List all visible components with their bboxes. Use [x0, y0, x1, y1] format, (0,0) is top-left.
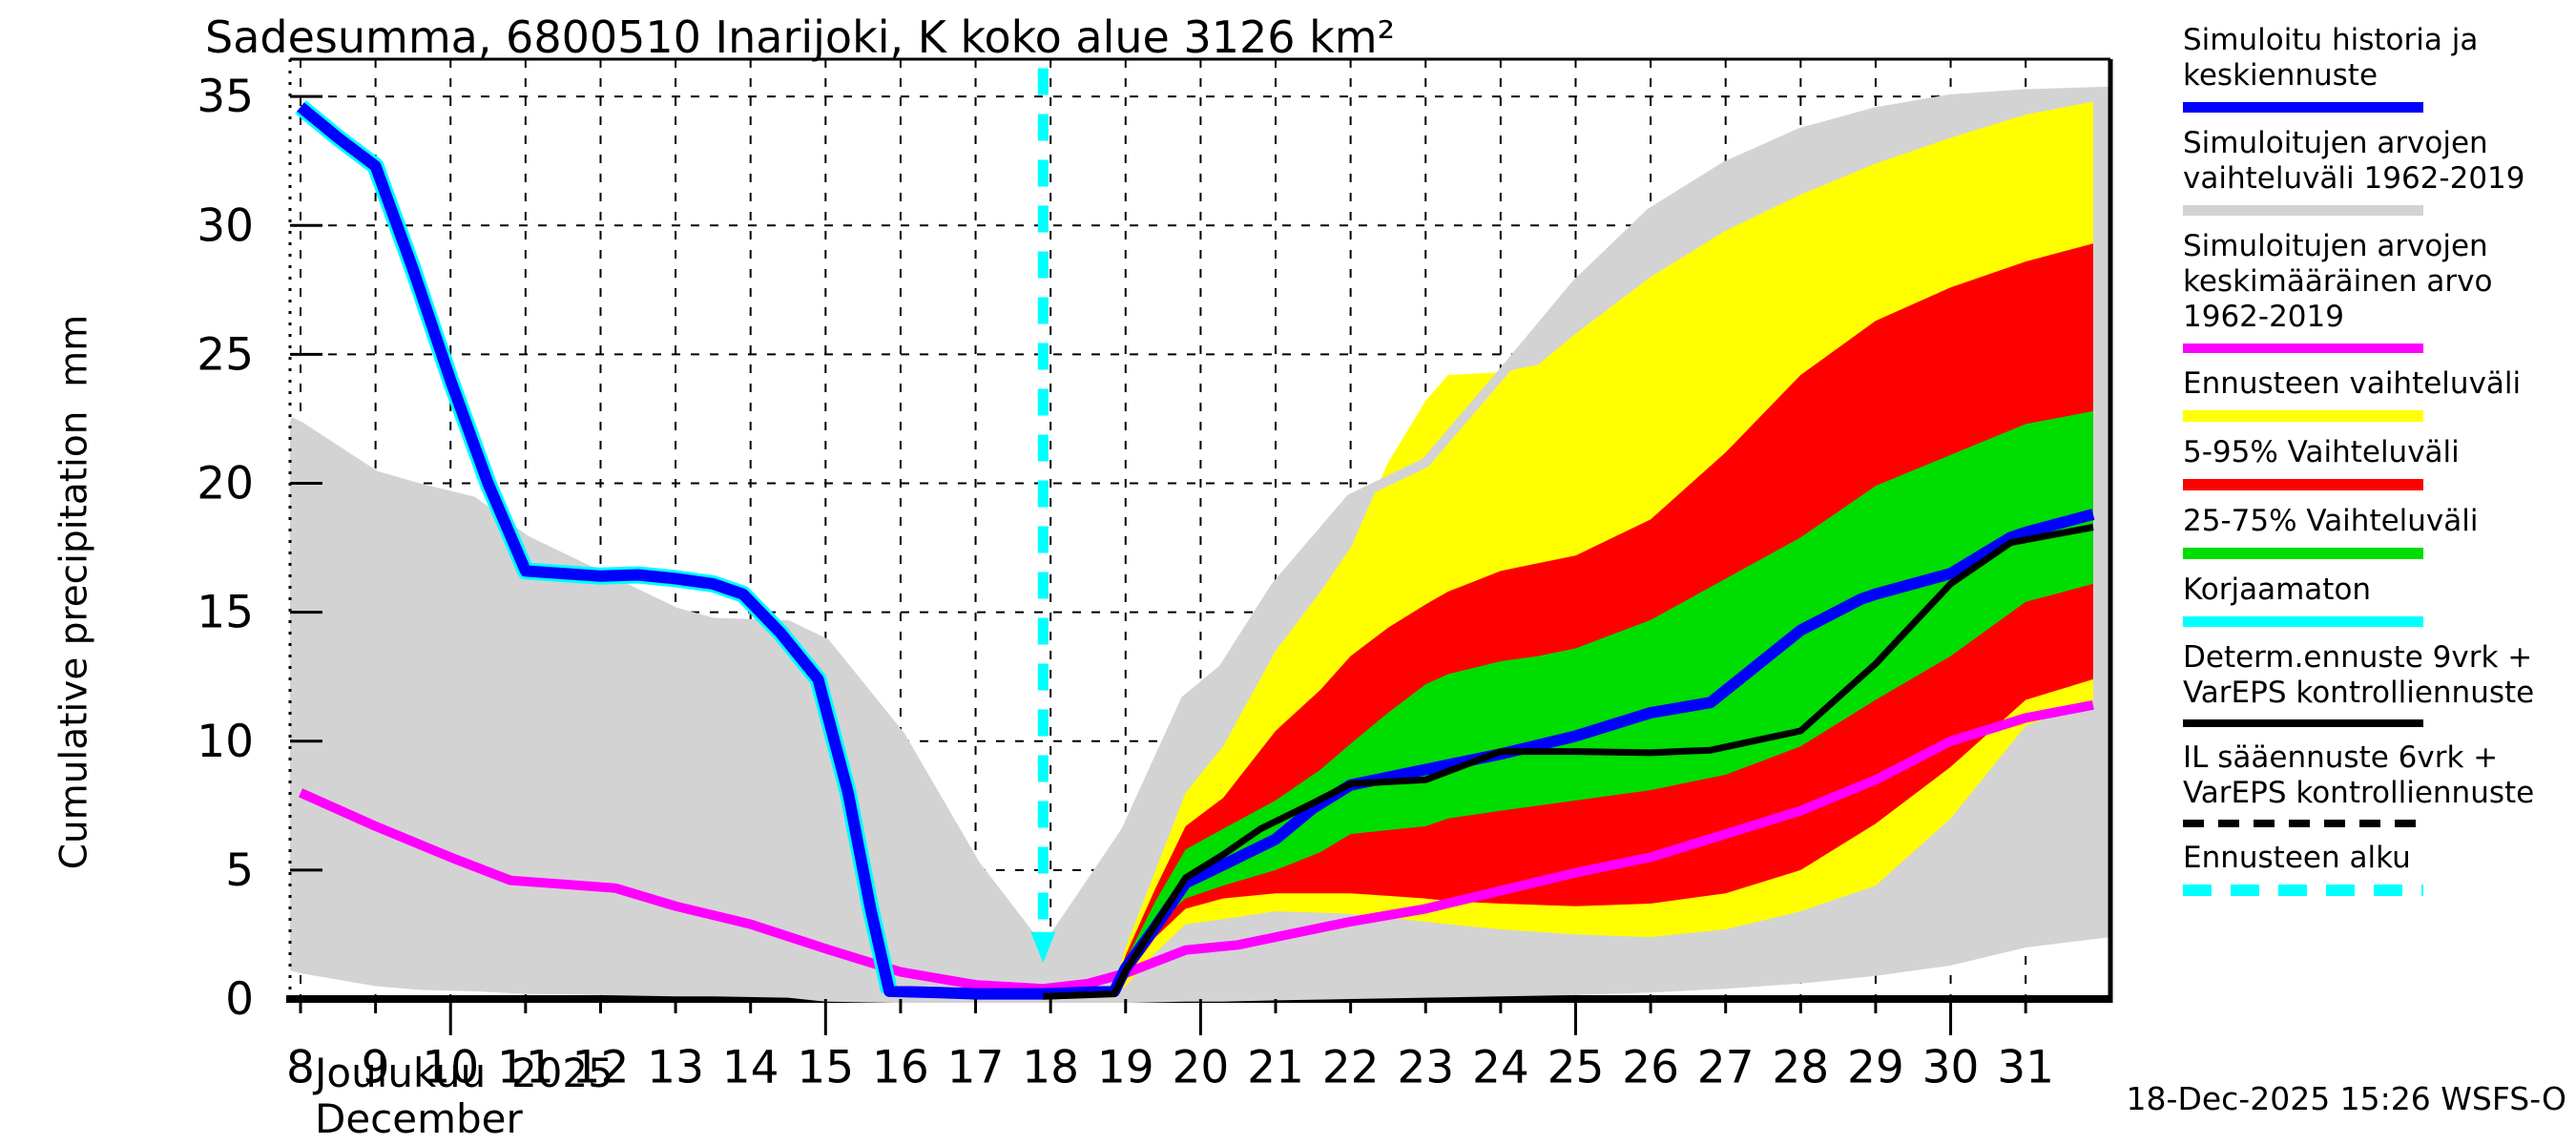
legend-line-sample-9 [2183, 885, 2423, 896]
line-series [295, 100, 2095, 1000]
y-tick-label-5: 5 [225, 844, 254, 897]
x-tick-label-11: 11 [497, 1041, 554, 1093]
forecast-start-arrow [1030, 931, 1056, 964]
legend-item-4: 5-95% Vaihteluväli [2183, 435, 2572, 490]
y-tick-label-35: 35 [197, 71, 254, 123]
legend-label-8: IL sääennuste 6vrk + VarEPS kontrollienn… [2183, 740, 2535, 810]
legend-item-5: 25-75% Vaihteluväli [2183, 504, 2572, 559]
legend-item-6: Korjaamaton [2183, 572, 2572, 627]
legend-item-7: Determ.ennuste 9vrk + VarEPS kontrollien… [2183, 640, 2572, 727]
legend-line-sample-7 [2183, 719, 2423, 727]
x-tick-label-22: 22 [1322, 1041, 1380, 1093]
x-tick-label-29: 29 [1847, 1041, 1904, 1093]
legend-item-3: Ennusteen vaihteluväli [2183, 366, 2572, 422]
y-tick-label-30: 30 [197, 199, 254, 252]
x-tick-label-20: 20 [1172, 1041, 1229, 1093]
legend-item-2: Simuloitujen arvojen keskimääräinen arvo… [2183, 229, 2572, 353]
x-axis-month-english: December [315, 1095, 523, 1142]
legend-item-8: IL sääennuste 6vrk + VarEPS kontrollienn… [2183, 740, 2572, 827]
legend-line-sample-6 [2183, 616, 2423, 627]
legend-label-7: Determ.ennuste 9vrk + VarEPS kontrollien… [2183, 640, 2535, 710]
y-tick-label-0: 0 [225, 973, 254, 1026]
x-tick-label-21: 21 [1247, 1041, 1304, 1093]
y-tick-label-25: 25 [197, 328, 254, 381]
x-tick-labels: 8 9 10 11 12 13 14 15 16 17 18 19 20 21 22 23 24 25 26 27 28… [286, 1041, 2054, 1093]
series-mean-1962-2019 [298, 699, 2094, 994]
x-tick-label-13: 13 [647, 1041, 704, 1093]
x-tick-label-10: 10 [422, 1041, 479, 1093]
x-tick-label-12: 12 [572, 1041, 630, 1093]
x-tick-label-27: 27 [1697, 1041, 1755, 1093]
legend-label-4: 5-95% Vaihteluväli [2183, 435, 2460, 469]
legend-line-sample-5 [2183, 548, 2423, 559]
legend-label-2: Simuloitujen arvojen keskimääräinen arvo… [2183, 229, 2493, 334]
x-tick-label-31: 31 [1997, 1041, 2054, 1093]
legend: Simuloitu historia ja keskiennuste Simulo… [2183, 23, 2572, 909]
x-tick-label-28: 28 [1772, 1041, 1829, 1093]
legend-line-sample-1 [2183, 205, 2423, 216]
x-tick-label-8: 8 [286, 1041, 315, 1093]
legend-item-0: Simuloitu historia ja keskiennuste [2183, 23, 2572, 113]
x-tick-label-9: 9 [362, 1041, 390, 1093]
x-tick-label-17: 17 [947, 1041, 1005, 1093]
plot-frame [288, 57, 2113, 1003]
y-tick-label-10: 10 [197, 716, 254, 768]
legend-line-sample-8 [2183, 820, 2423, 827]
x-tick-label-18: 18 [1022, 1041, 1079, 1093]
generation-timestamp: 18-Dec-2025 15:26 WSFS-O [2126, 1080, 2566, 1117]
legend-item-1: Simuloitujen arvojen vaihteluväli 1962-2… [2183, 126, 2572, 216]
legend-label-3: Ennusteen vaihteluväli [2183, 366, 2522, 401]
y-tick-label-20: 20 [197, 458, 254, 510]
legend-label-0: Simuloitu historia ja keskiennuste [2183, 23, 2479, 93]
legend-label-1: Simuloitujen arvojen vaihteluväli 1962-2… [2183, 126, 2525, 196]
legend-label-5: 25-75% Vaihteluväli [2183, 504, 2479, 538]
legend-line-sample-4 [2183, 479, 2423, 490]
legend-label-9: Ennusteen alku [2183, 841, 2411, 875]
uncertainty-bands [290, 91, 2110, 1004]
x-tick-label-14: 14 [722, 1041, 779, 1093]
band-range-25-75 [1114, 410, 2093, 990]
x-tick-label-30: 30 [1922, 1041, 1980, 1093]
x-tick-label-25: 25 [1548, 1041, 1605, 1093]
axis-ticks [290, 94, 2027, 1035]
forecast-start-marker [1030, 68, 1056, 964]
legend-line-sample-2 [2183, 344, 2423, 353]
x-tick-label-16: 16 [872, 1041, 929, 1093]
legend-line-sample-0 [2183, 102, 2423, 113]
x-tick-label-15: 15 [797, 1041, 854, 1093]
x-tick-label-23: 23 [1397, 1041, 1454, 1093]
x-tick-label-26: 26 [1622, 1041, 1679, 1093]
x-axis-month-finnish: Joulukuu 2025 [315, 1050, 613, 1096]
series-determ-ennuste [1043, 524, 2094, 1000]
x-tick-label-19: 19 [1097, 1041, 1154, 1093]
legend-item-9: Ennusteen alku [2183, 841, 2572, 896]
y-tick-labels: 0 5 10 15 20 25 30 35 [197, 71, 254, 1026]
chart-title: Sadesumma, 6800510 Inarijoki, K koko alu… [205, 11, 1396, 63]
legend-line-sample-3 [2183, 410, 2423, 422]
x-tick-label-24: 24 [1472, 1041, 1529, 1093]
legend-label-6: Korjaamaton [2183, 572, 2372, 607]
y-tick-label-15: 15 [197, 587, 254, 639]
